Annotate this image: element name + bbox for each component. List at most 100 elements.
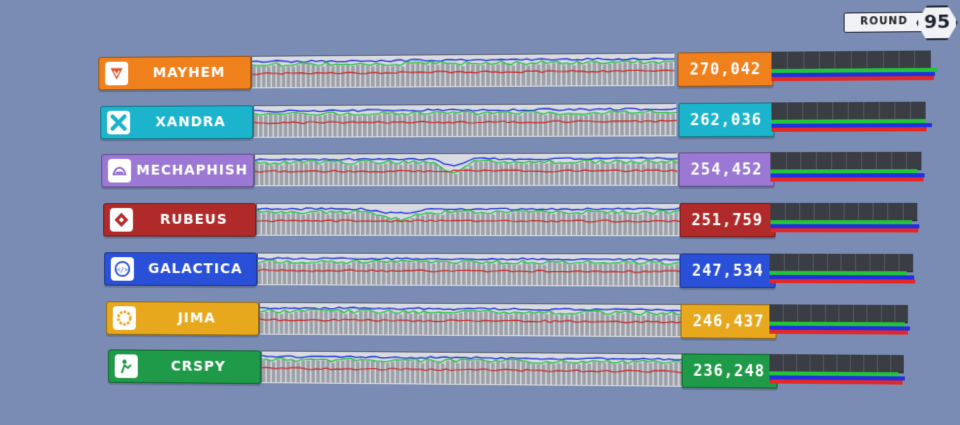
breakdown-bar-red xyxy=(770,279,915,284)
breakdown-tick xyxy=(870,254,871,272)
breakdown-tick xyxy=(784,253,785,271)
team-row: MECHAPHISH 254,452 xyxy=(101,152,936,188)
team-name-plate: </> GALACTICA xyxy=(105,252,258,286)
team-score: 246,437 xyxy=(681,303,777,338)
breakdown-tick xyxy=(839,304,840,322)
breakdown-tick xyxy=(876,152,877,170)
score-trend-chart xyxy=(259,301,682,335)
team-row: RUBEUS 251,759 xyxy=(103,203,935,238)
breakdown-tick xyxy=(873,203,874,221)
breakdown-tick xyxy=(863,355,864,373)
breakdown-tick xyxy=(819,51,820,69)
team-list: MAYHEM 270,042 XANDRA 262,036 MECHAPHISH 254,… xyxy=(12,0,960,5)
breakdown-tick xyxy=(782,354,783,372)
breakdown-bar-red xyxy=(770,228,918,232)
round-number: 95 xyxy=(916,5,958,40)
score-breakdown-bars xyxy=(770,203,923,236)
breakdown-tick xyxy=(894,304,895,322)
score-breakdown-bars xyxy=(771,50,937,84)
team-row: </> GALACTICA 247,534 xyxy=(105,252,934,289)
team-name: MECHAPHISH xyxy=(135,155,249,187)
breakdown-tick xyxy=(799,203,800,221)
team-name-plate: CRSPY xyxy=(108,350,261,385)
score-breakdown-bars xyxy=(771,101,932,134)
score-trend-chart xyxy=(257,252,679,285)
team-name: GALACTICA xyxy=(138,253,252,285)
breakdown-tick xyxy=(811,304,812,322)
breakdown-tick xyxy=(797,304,798,322)
galactica-code-icon: </> xyxy=(111,257,134,281)
score-trend-chart xyxy=(256,203,678,235)
breakdown-tick xyxy=(888,203,889,221)
breakdown-tick xyxy=(798,253,799,271)
breakdown-tick xyxy=(809,355,810,373)
breakdown-tick xyxy=(906,152,907,170)
breakdown-tick xyxy=(836,355,837,373)
breakdown-tick xyxy=(835,51,836,69)
score-breakdown-bars xyxy=(769,304,914,337)
team-score: 254,452 xyxy=(679,153,775,188)
score-trend-chart xyxy=(261,351,684,386)
breakdown-tick xyxy=(850,355,851,373)
round-indicator: ROUND 95 xyxy=(844,7,956,35)
score-trend-chart xyxy=(253,103,675,137)
breakdown-tick xyxy=(858,203,859,221)
xandra-cross-icon xyxy=(107,110,130,134)
breakdown-tick xyxy=(787,52,788,70)
team-name-plate: JIMA xyxy=(106,301,259,335)
breakdown-tick xyxy=(880,304,881,322)
breakdown-tick xyxy=(825,304,826,322)
breakdown-tick xyxy=(802,102,803,120)
breakdown-tick xyxy=(866,304,867,322)
team-row: XANDRA 262,036 xyxy=(100,101,938,139)
breakdown-tick xyxy=(801,152,802,170)
score-breakdown-bars xyxy=(770,253,919,286)
team-row: JIMA 246,437 xyxy=(106,301,932,340)
scoreboard: ROUND 95 MAYHEM 270,042 XANDRA 262,036 MECHA… xyxy=(12,0,960,425)
breakdown-tick xyxy=(861,152,862,170)
team-name-plate: MECHAPHISH xyxy=(101,154,254,188)
breakdown-tick xyxy=(877,355,878,373)
breakdown-tick xyxy=(867,51,868,69)
breakdown-bar-red xyxy=(769,329,908,334)
breakdown-tick xyxy=(855,254,856,272)
breakdown-bar-red xyxy=(771,127,927,132)
score-breakdown-bars xyxy=(771,152,928,185)
team-name: RUBEUS xyxy=(137,204,251,236)
breakdown-tick xyxy=(817,102,818,120)
breakdown-bar-red xyxy=(771,76,933,81)
svg-text:</>: </> xyxy=(117,266,128,273)
breakdown-tick xyxy=(890,355,891,373)
breakdown-tick xyxy=(823,355,824,373)
crspy-person-icon xyxy=(114,354,137,378)
jima-ring-icon xyxy=(113,306,136,330)
team-name-plate: MAYHEM xyxy=(98,56,251,91)
breakdown-bar-red xyxy=(771,178,923,182)
breakdown-tick xyxy=(853,304,854,322)
breakdown-tick xyxy=(829,203,830,221)
breakdown-tick xyxy=(813,254,814,272)
mechaphish-fish-icon xyxy=(108,159,131,183)
team-score: 270,042 xyxy=(677,52,773,87)
breakdown-tick xyxy=(786,102,787,120)
team-name: MAYHEM xyxy=(132,57,246,89)
breakdown-tick xyxy=(895,101,896,119)
breakdown-tick xyxy=(846,152,847,170)
breakdown-tick xyxy=(848,102,849,120)
team-score: 247,534 xyxy=(680,253,776,288)
breakdown-tick xyxy=(884,254,885,272)
breakdown-tick xyxy=(831,152,832,170)
score-trend-chart xyxy=(254,153,676,186)
breakdown-tick xyxy=(910,101,911,119)
score-breakdown-bars xyxy=(769,354,910,388)
team-score: 262,036 xyxy=(678,102,774,137)
breakdown-bar-red xyxy=(769,380,902,385)
team-name: JIMA xyxy=(140,302,254,334)
breakdown-tick xyxy=(827,254,828,272)
rubeus-diamond-icon xyxy=(110,208,133,232)
breakdown-tick xyxy=(786,153,787,171)
score-trend-chart xyxy=(251,52,673,87)
team-name: CRSPY xyxy=(141,351,255,383)
breakdown-tick xyxy=(914,51,915,69)
mayhem-shield-icon xyxy=(105,62,128,86)
